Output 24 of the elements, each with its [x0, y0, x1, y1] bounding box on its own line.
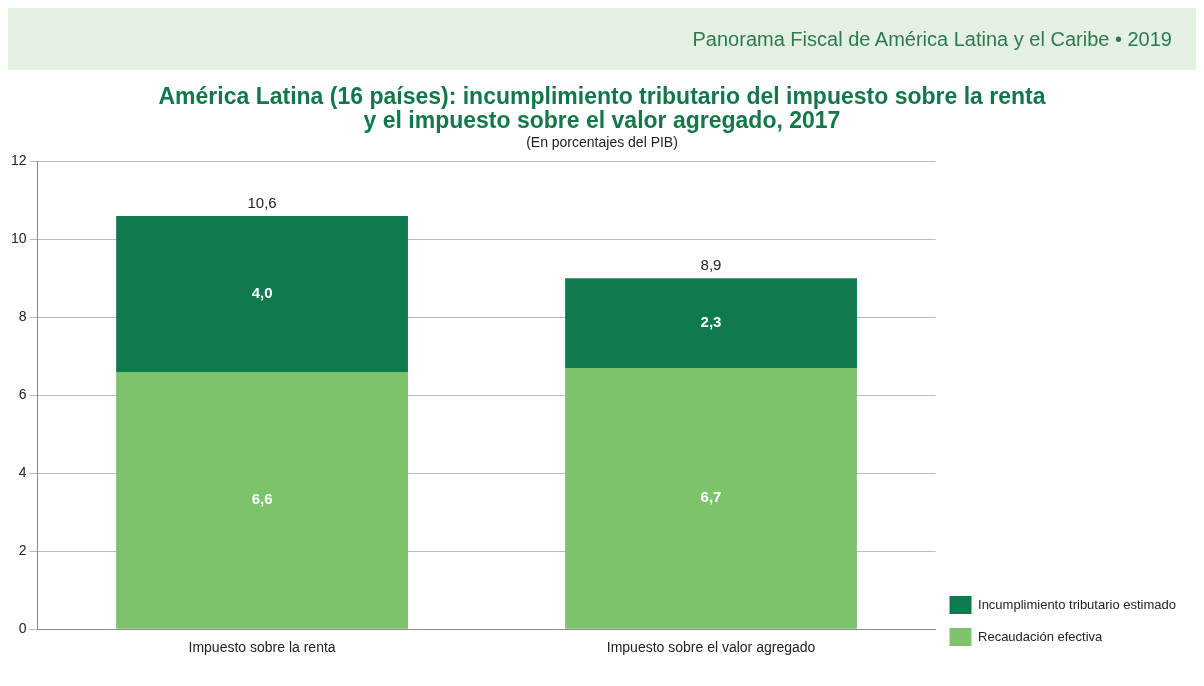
y-tick-label: 8 — [18, 308, 27, 325]
total-label: 10,6 — [247, 193, 277, 211]
y-tick-label: 10 — [10, 230, 27, 247]
bar — [116, 371, 408, 629]
legend-label: Recaudación efectiva — [978, 628, 1104, 644]
text: Panorama Fiscal de América Latina y el Caribe • 2019 — [692, 27, 1172, 51]
y-tick-label: 2 — [18, 542, 27, 559]
data-label: 6,6 — [251, 490, 273, 508]
bar — [116, 215, 408, 372]
bar — [565, 368, 857, 629]
y-tick-label: 4 — [18, 464, 27, 481]
y-tick-label: 12 — [10, 152, 27, 169]
y-tick-label: 6 — [18, 386, 27, 403]
total-label: 8,9 — [700, 255, 722, 273]
x-tick-label: Impuesto sobre el valor agregado — [606, 639, 816, 656]
data-label: 4,0 — [251, 284, 273, 302]
data-label: 6,7 — [700, 488, 722, 506]
x-tick-label: Impuesto sobre la renta — [188, 639, 336, 656]
chart-title: América Latina (16 países): incumplimiento tributario del impuesto sobre la renta y el impuesto sobre el valor agregado, 2017 — [157, 83, 1047, 133]
data-label: 2,3 — [700, 313, 722, 331]
legend-label: Incumplimiento tributario estimado — [978, 596, 1177, 612]
chart-subtitle: (En porcentajes del PIB) — [525, 134, 679, 150]
y-tick-label: 0 — [18, 620, 27, 637]
bar — [565, 278, 857, 369]
